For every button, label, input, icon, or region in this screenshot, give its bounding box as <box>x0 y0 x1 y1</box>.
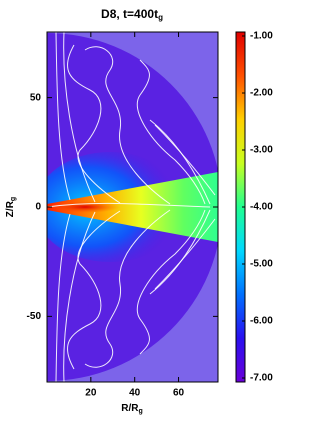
colorbar-tick-label: -1.00 <box>250 31 273 42</box>
colorbar-tick-label: -7.00 <box>250 373 273 384</box>
colorbar-tick-label: -2.00 <box>250 88 273 99</box>
chart-title: D8, t=400tg <box>101 7 163 22</box>
colorbar-tick-label: -5.00 <box>250 259 273 270</box>
y-tick-label: 0 <box>35 202 41 213</box>
chart: D8, t=400tg R/Rg Z/Rg 20 40 60-50050-1.00-… <box>5 7 274 415</box>
title-main: D8, t=400t <box>101 7 158 21</box>
field-lines <box>47 32 216 382</box>
y-label-subscript: g <box>10 197 17 201</box>
x-label-subscript: g <box>138 408 142 415</box>
y-tick-label: 50 <box>30 92 42 103</box>
colorbar-tick-label: -4.00 <box>250 202 273 213</box>
x-tick-label: 20 <box>85 388 97 399</box>
x-tick-label: 60 <box>173 388 185 399</box>
x-axis-label: R/Rg <box>121 403 143 415</box>
heatmap <box>47 32 218 382</box>
y-tick-label: -50 <box>27 311 42 322</box>
x-label-main: R/R <box>121 403 139 414</box>
y-label-main: Z/R <box>5 200 16 217</box>
colorbar-tick-label: -6.00 <box>250 316 273 327</box>
y-axis-label: Z/Rg <box>5 197 17 217</box>
title-subscript: g <box>158 13 163 22</box>
x-tick-label: 40 <box>129 388 141 399</box>
colorbar-tick-label: -3.00 <box>250 145 273 156</box>
